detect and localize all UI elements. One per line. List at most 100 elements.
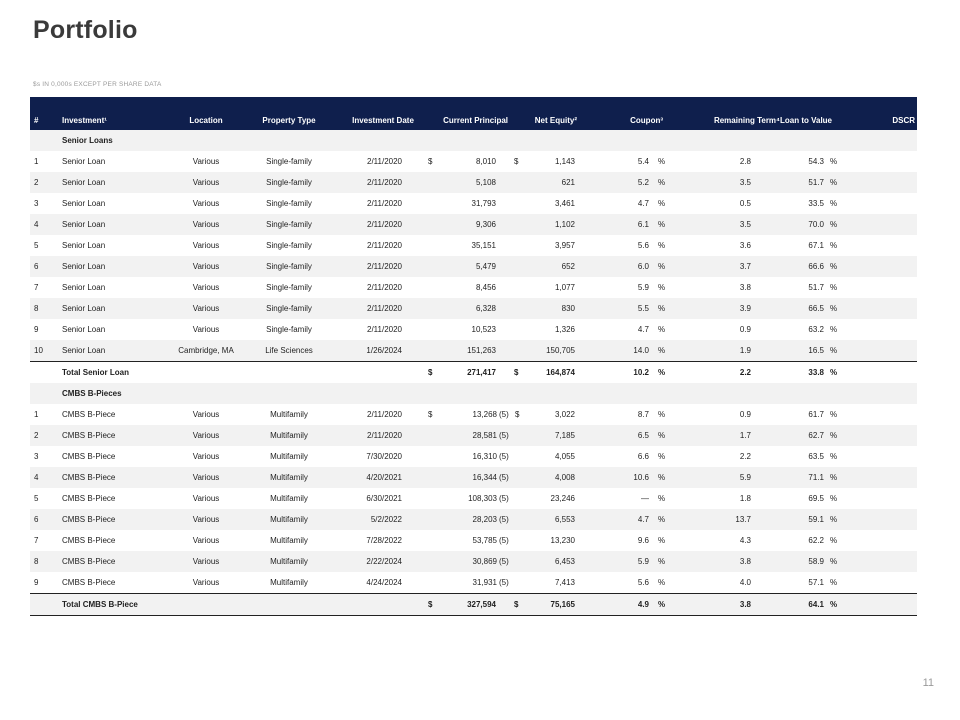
current-principal: 9,306	[475, 220, 496, 229]
current-principal: 35,151	[471, 241, 496, 250]
row-number: 5	[34, 241, 39, 250]
loan-to-value: 69.5	[808, 494, 824, 503]
loan-to-value: 63.2	[808, 325, 824, 334]
investment-date: 2/11/2020	[367, 178, 402, 187]
location: Various	[192, 199, 220, 208]
total-net-equity: 164,874	[546, 368, 575, 377]
percent-sign: %	[830, 452, 838, 461]
investment-name: Senior Loan	[62, 178, 106, 187]
location: Cambridge, MA	[178, 346, 234, 355]
total-principal: 271,417	[467, 368, 496, 377]
dollar-sign: $	[514, 157, 519, 166]
percent-sign: %	[658, 241, 666, 250]
table-row: 6 CMBS B-Piece Various Multifamily 5/2/2022 2…	[30, 509, 917, 530]
table-row: 4 CMBS B-Piece Various Multifamily 4/20/2021…	[30, 467, 917, 488]
row-number: 8	[34, 304, 39, 313]
table-body: Senior Loans 1 Senior Loan Various Single-fa…	[30, 130, 917, 616]
percent-sign: %	[658, 557, 666, 566]
percent-sign: %	[830, 178, 838, 187]
percent-sign: %	[830, 410, 838, 419]
row-number: 9	[34, 578, 39, 587]
percent-sign: %	[658, 368, 666, 377]
investment-name: CMBS B-Piece	[62, 410, 116, 419]
remaining-term: 4.0	[739, 578, 751, 587]
net-equity: 3,957	[554, 241, 575, 250]
percent-sign: %	[830, 494, 838, 503]
row-number: 4	[34, 473, 39, 482]
total-net-equity: 75,165	[550, 600, 575, 609]
percent-sign: %	[830, 536, 838, 545]
percent-sign: %	[658, 157, 666, 166]
percent-sign: %	[658, 178, 666, 187]
section-header-row: CMBS B-Pieces	[30, 383, 917, 404]
percent-sign: %	[830, 600, 838, 609]
current-principal: 5,108	[475, 178, 496, 187]
percent-sign: %	[830, 557, 838, 566]
investment-name: CMBS B-Piece	[62, 557, 116, 566]
percent-sign: %	[830, 325, 838, 334]
table-row: 7 Senior Loan Various Single-family 2/11/202…	[30, 277, 917, 298]
current-principal: 28,581	[472, 431, 497, 440]
footnote-marker: (5)	[499, 431, 509, 440]
loan-to-value: 51.7	[808, 178, 824, 187]
location: Various	[192, 241, 220, 250]
remaining-term: 1.9	[739, 346, 751, 355]
page-number: 11	[922, 677, 934, 689]
col-num-header: #	[34, 116, 39, 125]
percent-sign: %	[830, 241, 838, 250]
percent-sign: %	[830, 368, 838, 377]
net-equity: 23,246	[550, 494, 575, 503]
total-remaining-term: 3.8	[739, 600, 751, 609]
row-number: 2	[34, 431, 39, 440]
property-type: Single-family	[266, 199, 312, 208]
percent-sign: %	[830, 578, 838, 587]
col-dscr-header: DSCR	[892, 116, 915, 125]
total-remaining-term: 2.2	[739, 368, 751, 377]
location: Various	[192, 557, 220, 566]
investment-name: CMBS B-Piece	[62, 578, 116, 587]
net-equity: 4,055	[554, 452, 575, 461]
footnote-marker: (5)	[499, 557, 509, 566]
remaining-term: 0.5	[739, 199, 751, 208]
current-principal: 151,263	[467, 346, 496, 355]
col-property-type-header: Property Type	[262, 116, 316, 125]
row-number: 8	[34, 557, 39, 566]
net-equity: 13,230	[550, 536, 575, 545]
dollar-sign: $	[428, 157, 433, 166]
percent-sign: %	[830, 431, 838, 440]
coupon: 6.5	[637, 431, 649, 440]
loan-to-value: 62.7	[808, 431, 824, 440]
remaining-term: 3.7	[739, 262, 751, 271]
property-type: Multifamily	[270, 578, 308, 587]
coupon: 4.7	[637, 199, 649, 208]
investment-date: 2/11/2020	[367, 220, 402, 229]
col-investment-date-header: Investment Date	[352, 116, 414, 125]
net-equity: 652	[561, 262, 575, 271]
net-equity: 6,553	[554, 515, 575, 524]
row-number: 5	[34, 494, 39, 503]
investment-date: 2/11/2020	[367, 157, 402, 166]
footnote-marker: (5)	[499, 536, 509, 545]
percent-sign: %	[658, 325, 666, 334]
table-row: 1 Senior Loan Various Single-family 2/11/202…	[30, 151, 917, 172]
current-principal: 8,010	[475, 157, 496, 166]
current-principal: 31,793	[471, 199, 496, 208]
investment-name: Senior Loan	[62, 262, 106, 271]
footnote-marker: (5)	[499, 578, 509, 587]
investment-name: CMBS B-Piece	[62, 536, 116, 545]
investment-date: 2/11/2020	[367, 410, 402, 419]
location: Various	[192, 494, 220, 503]
percent-sign: %	[658, 494, 666, 503]
table-row: 2 Senior Loan Various Single-family 2/11/202…	[30, 172, 917, 193]
table-row: 2 CMBS B-Piece Various Multifamily 2/11/2020…	[30, 425, 917, 446]
current-principal: 13,268	[472, 410, 497, 419]
percent-sign: %	[830, 304, 838, 313]
investment-date: 7/28/2022	[366, 536, 402, 545]
investment-name: CMBS B-Piece	[62, 452, 116, 461]
row-number: 1	[34, 410, 39, 419]
row-number: 1	[34, 157, 39, 166]
row-number: 7	[34, 536, 39, 545]
col-investment-header: Investment¹	[62, 116, 107, 125]
percent-sign: %	[658, 473, 666, 482]
total-loan-to-value: 33.8	[808, 368, 824, 377]
